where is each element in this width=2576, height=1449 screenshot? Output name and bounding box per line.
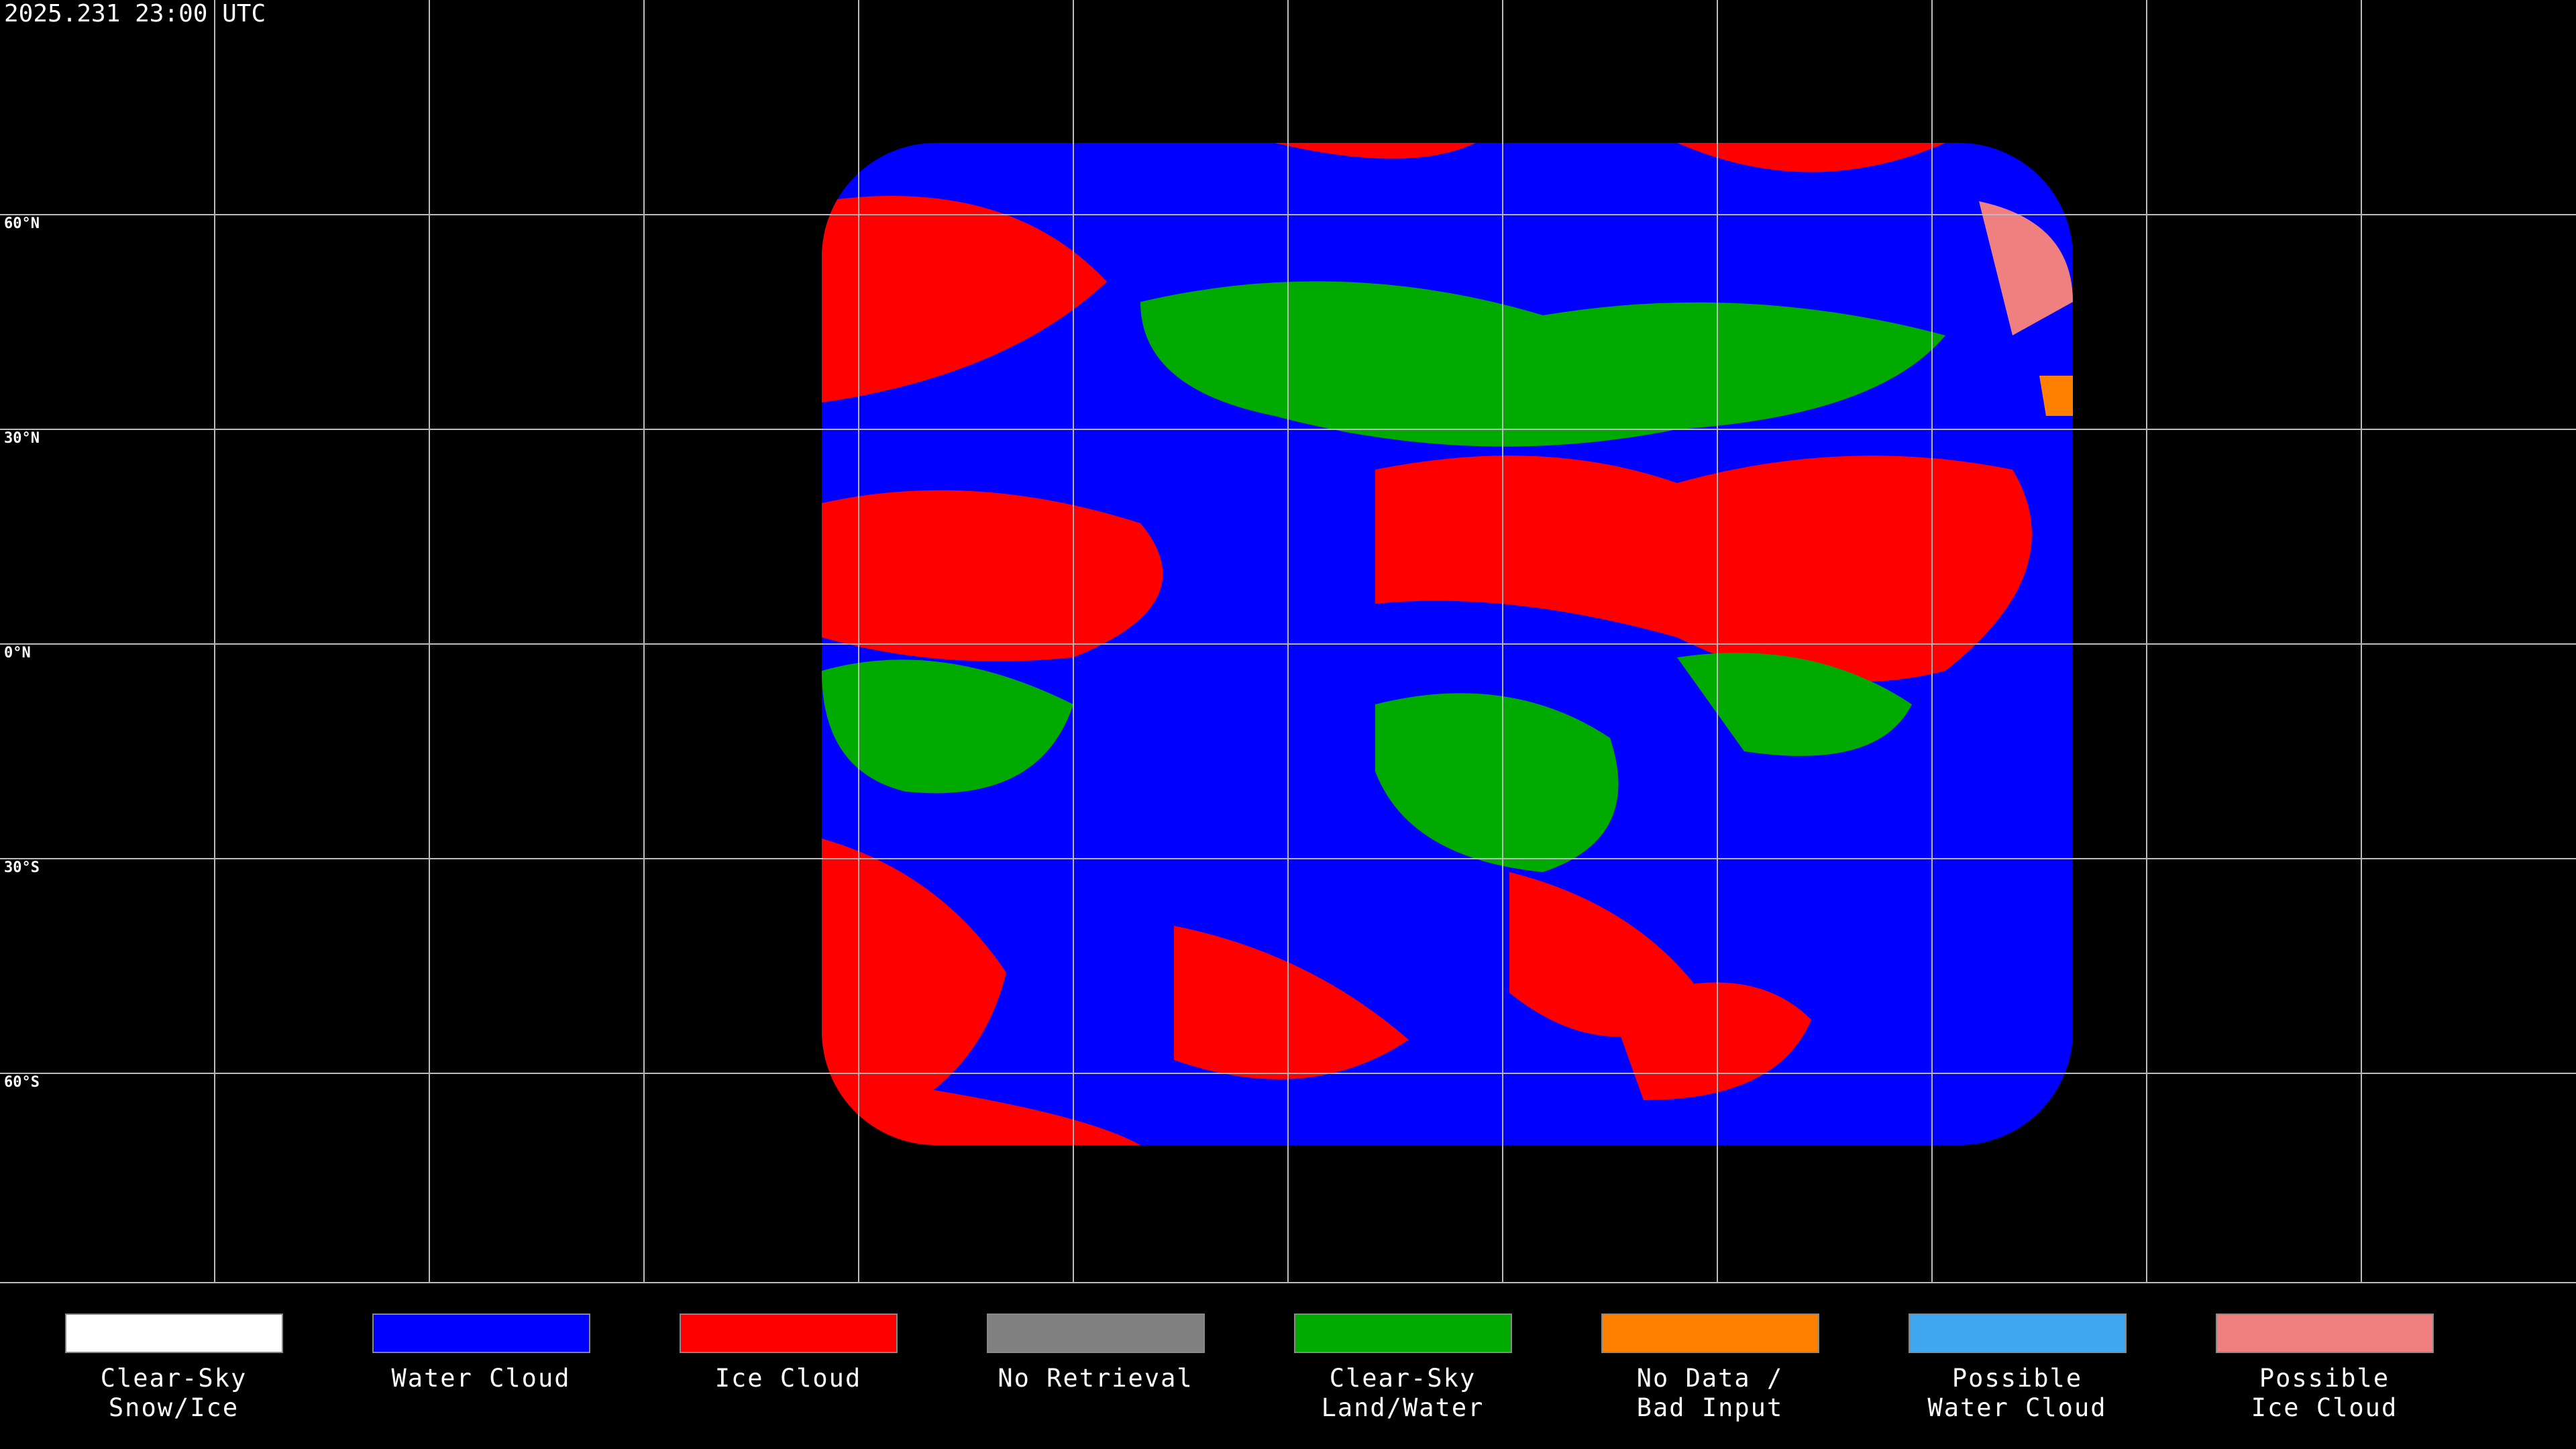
latitude-label: 30°N (4, 430, 40, 447)
latitude-label: 30°S (4, 859, 40, 876)
legend-label: Land/Water (1322, 1393, 1485, 1422)
timestamp: 2025.231 23:00 UTC (4, 0, 266, 28)
legend-swatch (680, 1313, 898, 1353)
legend-swatch (987, 1313, 1205, 1353)
legend-label: Snow/Ice (109, 1393, 239, 1422)
legend-swatch (1909, 1313, 2127, 1353)
latitude-label: 0°N (4, 645, 31, 661)
legend-swatch (1294, 1313, 1512, 1353)
latitude-label: 60°S (4, 1074, 40, 1091)
legend-swatch (65, 1313, 283, 1353)
legend-label: Clear-Sky (101, 1364, 247, 1393)
graticule: 60°N 30°N 0°N 30°S 60°S (0, 0, 2576, 1283)
legend-label: Ice Cloud (715, 1364, 861, 1393)
legend-label: Water Cloud (391, 1364, 570, 1393)
legend-swatch (372, 1313, 590, 1353)
legend-label: Bad Input (1637, 1393, 1783, 1422)
latitude-label: 60°N (4, 215, 40, 232)
legend-label: Possible (2259, 1364, 2390, 1393)
legend-label: No Retrieval (998, 1364, 1193, 1393)
legend-label: Water Cloud (1927, 1393, 2106, 1422)
legend-swatch (1601, 1313, 1819, 1353)
legend-label: Ice Cloud (2251, 1393, 2398, 1422)
legend-label: Possible (1952, 1364, 2082, 1393)
legend-label: Clear-Sky (1330, 1364, 1476, 1393)
legend-swatch (2216, 1313, 2434, 1353)
legend-label: No Data / (1637, 1364, 1783, 1393)
